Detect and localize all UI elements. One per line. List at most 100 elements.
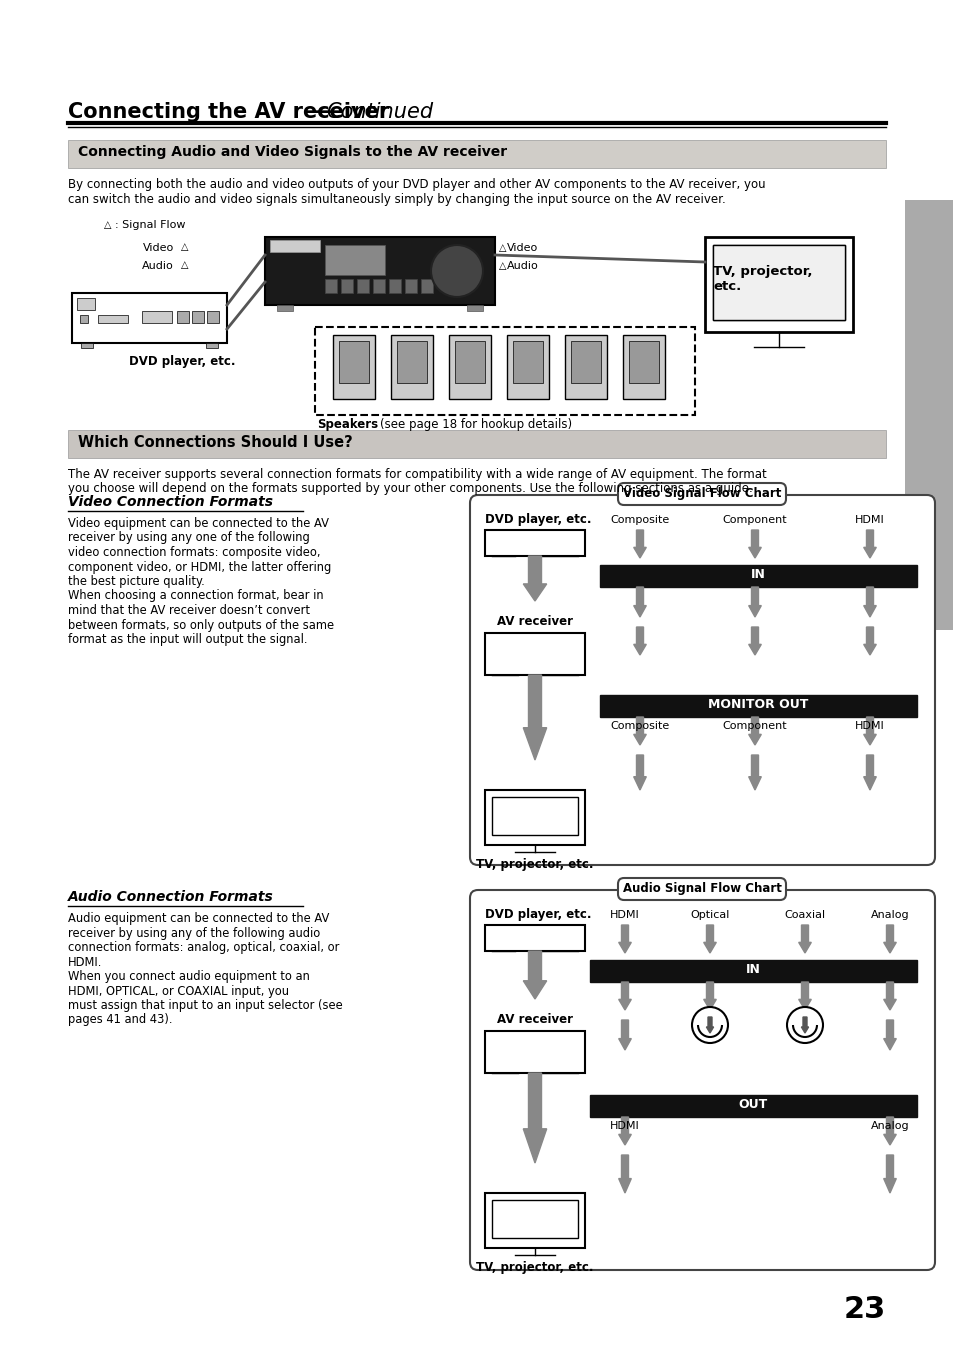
Bar: [599, 694, 916, 717]
Text: By connecting both the audio and video outputs of your DVD player and other AV c: By connecting both the audio and video o…: [68, 178, 765, 190]
Text: MONITOR OUT: MONITOR OUT: [707, 698, 807, 711]
Text: TV, projector, etc.: TV, projector, etc.: [476, 1260, 593, 1274]
Text: component video, or HDMI, the latter offering: component video, or HDMI, the latter off…: [68, 561, 331, 574]
Text: (see page 18 for hookup details): (see page 18 for hookup details): [379, 417, 572, 431]
FancyArrow shape: [748, 586, 760, 617]
Text: HDMI: HDMI: [610, 1121, 639, 1131]
Text: —: —: [314, 101, 335, 122]
Text: IN: IN: [745, 963, 760, 975]
Bar: [492, 797, 578, 835]
Text: AV receiver: AV receiver: [497, 615, 573, 628]
Text: Coaxial: Coaxial: [783, 911, 824, 920]
Text: DVD player, etc.: DVD player, etc.: [484, 908, 591, 921]
FancyArrow shape: [703, 925, 716, 952]
Bar: [484, 925, 584, 951]
FancyBboxPatch shape: [618, 484, 785, 505]
Text: Audio Signal Flow Chart: Audio Signal Flow Chart: [622, 882, 781, 894]
FancyArrow shape: [748, 755, 760, 790]
FancyArrow shape: [523, 1073, 546, 1163]
Text: 23: 23: [842, 1296, 885, 1324]
Circle shape: [431, 245, 482, 297]
FancyArrow shape: [618, 1020, 631, 1050]
Bar: [68, 141, 885, 168]
Text: video connection formats: composite video,: video connection formats: composite vide…: [68, 546, 320, 559]
Bar: [338, 340, 369, 382]
Bar: [599, 565, 916, 586]
Text: Audio: Audio: [506, 261, 538, 272]
Text: Speakers: Speakers: [316, 417, 377, 431]
FancyArrow shape: [523, 951, 546, 998]
Bar: [712, 245, 844, 320]
Bar: [391, 335, 433, 399]
Text: Audio equipment can be connected to the AV: Audio equipment can be connected to the …: [68, 912, 329, 925]
Bar: [340, 280, 353, 293]
FancyArrow shape: [523, 557, 546, 601]
Text: pages 41 and 43).: pages 41 and 43).: [68, 1013, 172, 1027]
Text: When choosing a connection format, bear in: When choosing a connection format, bear …: [68, 589, 323, 603]
FancyArrow shape: [862, 755, 876, 790]
Bar: [405, 280, 416, 293]
Text: between formats, so only outputs of the same: between formats, so only outputs of the …: [68, 619, 334, 631]
Text: When you connect audio equipment to an: When you connect audio equipment to an: [68, 970, 310, 984]
Bar: [77, 299, 95, 309]
Text: connection formats: analog, optical, coaxial, or: connection formats: analog, optical, coa…: [68, 942, 339, 954]
Text: Connecting Audio and Video Signals to the AV receiver: Connecting Audio and Video Signals to th…: [78, 145, 507, 159]
FancyBboxPatch shape: [618, 878, 785, 900]
Text: △: △: [181, 259, 189, 270]
Text: HDMI: HDMI: [610, 911, 639, 920]
Text: Audio Connection Formats: Audio Connection Formats: [68, 890, 274, 904]
FancyBboxPatch shape: [470, 494, 934, 865]
Text: : Signal Flow: : Signal Flow: [115, 220, 185, 230]
Text: HDMI: HDMI: [854, 721, 884, 731]
FancyArrow shape: [882, 982, 896, 1011]
Bar: [564, 335, 606, 399]
FancyArrow shape: [703, 982, 716, 1011]
Bar: [589, 1096, 916, 1117]
Bar: [265, 236, 495, 305]
Bar: [325, 245, 385, 276]
FancyBboxPatch shape: [470, 890, 934, 1270]
Text: Optical: Optical: [690, 911, 729, 920]
Text: AV receiver: AV receiver: [497, 1013, 573, 1025]
Bar: [356, 280, 369, 293]
Bar: [622, 335, 664, 399]
Bar: [71, 293, 227, 343]
Text: HDMI, OPTICAL, or COAXIAL input, you: HDMI, OPTICAL, or COAXIAL input, you: [68, 985, 289, 997]
FancyArrow shape: [523, 676, 546, 761]
Text: OUT: OUT: [738, 1098, 767, 1111]
Bar: [455, 340, 484, 382]
Text: HDMI.: HDMI.: [68, 955, 102, 969]
Text: you choose will depend on the formats supported by your other components. Use th: you choose will depend on the formats su…: [68, 482, 752, 494]
FancyArrow shape: [748, 530, 760, 558]
Bar: [492, 1200, 578, 1238]
Bar: [206, 343, 218, 349]
Bar: [904, 200, 953, 630]
FancyArrow shape: [882, 1117, 896, 1146]
Bar: [506, 335, 548, 399]
Bar: [712, 245, 844, 320]
Text: Video: Video: [506, 243, 537, 253]
Text: TV, projector,
etc.: TV, projector, etc.: [712, 265, 812, 293]
Bar: [449, 335, 491, 399]
Circle shape: [691, 1006, 727, 1043]
Text: △: △: [498, 261, 506, 272]
FancyArrow shape: [633, 530, 645, 558]
Bar: [68, 430, 885, 458]
Bar: [333, 335, 375, 399]
Circle shape: [786, 1006, 822, 1043]
Text: DVD player, etc.: DVD player, etc.: [484, 513, 591, 526]
Text: format as the input will output the signal.: format as the input will output the sign…: [68, 634, 307, 646]
Text: △: △: [181, 242, 189, 253]
FancyArrow shape: [862, 627, 876, 655]
Bar: [373, 280, 385, 293]
Text: Composite: Composite: [610, 515, 669, 526]
Bar: [207, 311, 219, 323]
Text: HDMI: HDMI: [854, 515, 884, 526]
Text: Video Signal Flow Chart: Video Signal Flow Chart: [622, 486, 781, 500]
Text: Video: Video: [143, 243, 173, 253]
Text: must assign that input to an input selector (see: must assign that input to an input selec…: [68, 998, 342, 1012]
Text: Component: Component: [722, 721, 786, 731]
FancyArrow shape: [882, 925, 896, 952]
Bar: [389, 280, 400, 293]
FancyArrow shape: [618, 982, 631, 1011]
